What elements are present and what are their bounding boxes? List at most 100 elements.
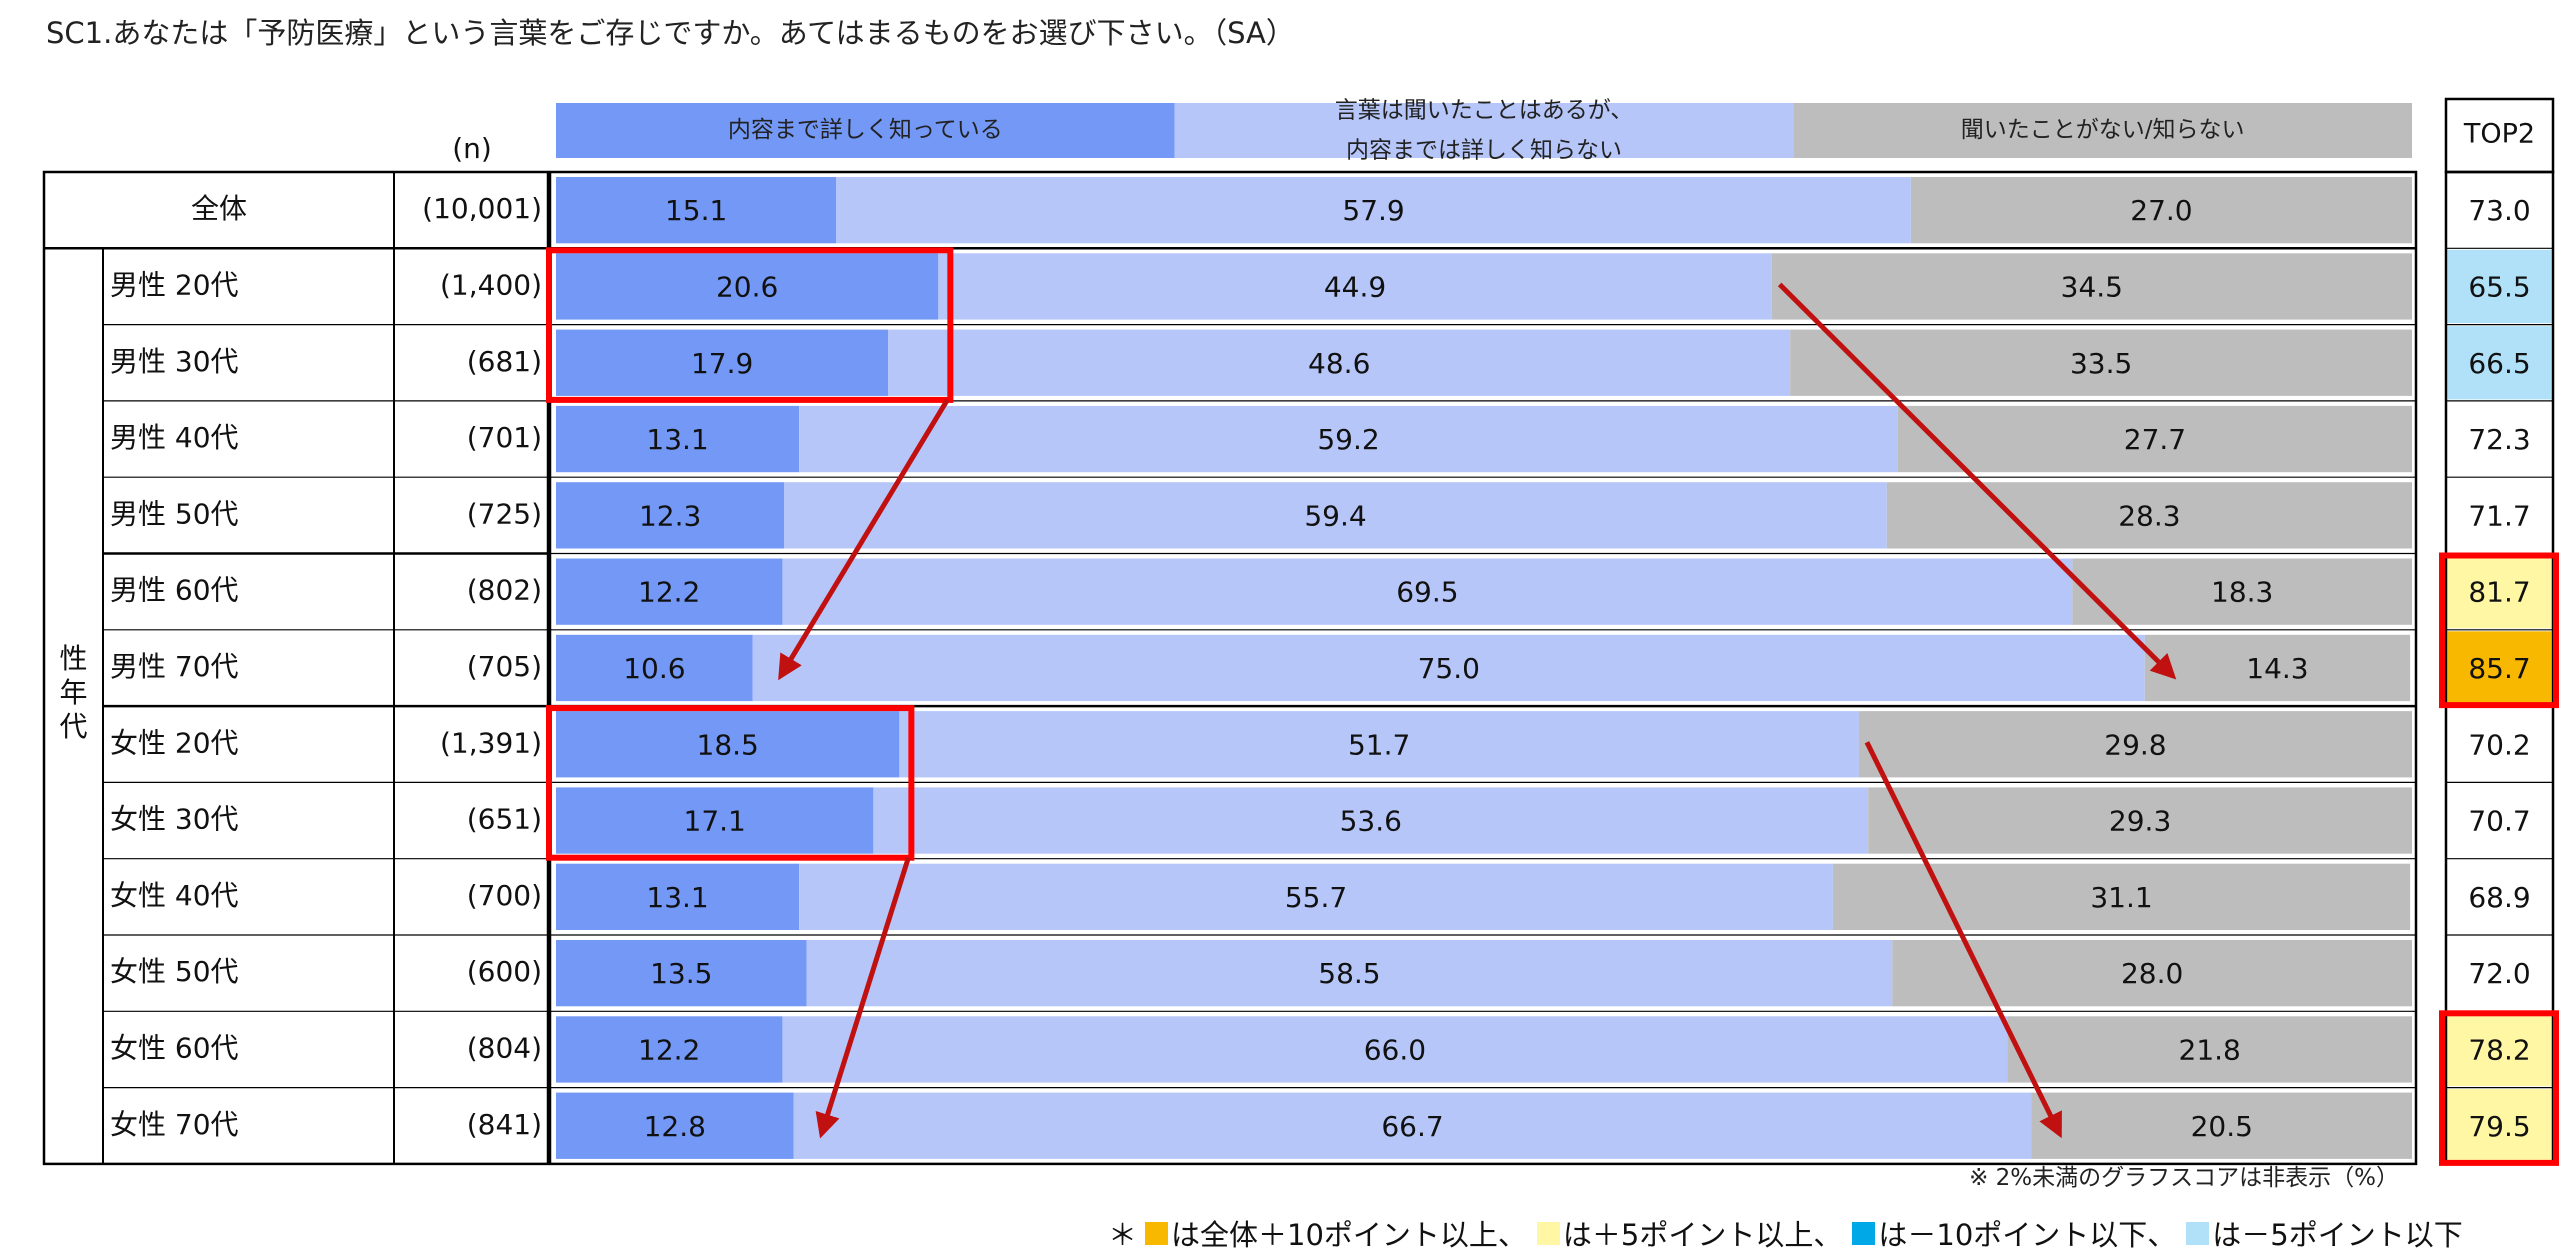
bar-value: 57.9 <box>1342 194 1404 227</box>
top2-value: 78.2 <box>2468 1033 2530 1066</box>
category-label: 女性 60代 <box>110 1031 239 1064</box>
top2-value: 85.7 <box>2468 652 2530 685</box>
n-value: (651) <box>467 803 542 836</box>
plus5-legend-text: は＋5ポイント以上、 <box>1562 1218 1843 1252</box>
top2-value: 79.5 <box>2468 1110 2530 1143</box>
bar-segment <box>2144 634 2411 702</box>
bar-value: 33.5 <box>2070 347 2132 380</box>
bar-segment <box>799 863 1833 930</box>
legend-label-1: 内容まで詳しく知っている <box>728 117 1003 143</box>
n-value: (10,001) <box>422 192 542 225</box>
top2-value: 65.5 <box>2468 270 2530 303</box>
bar-value: 75.0 <box>1418 652 1480 685</box>
bar-value: 44.9 <box>1324 270 1386 303</box>
category-label: 男性 60代 <box>110 574 239 607</box>
top2-value: 72.3 <box>2468 423 2530 456</box>
bar-segment <box>1910 177 2412 244</box>
bar-segment <box>1886 482 2412 549</box>
bar-value: 66.0 <box>1364 1033 1426 1066</box>
highlight-box <box>546 247 954 403</box>
top2-value: 73.0 <box>2468 194 2530 227</box>
category-label: 女性 20代 <box>110 726 239 759</box>
bar-value: 10.6 <box>623 652 685 685</box>
bar-segment <box>556 940 807 1007</box>
n-value: (804) <box>467 1031 542 1064</box>
bar-segment <box>836 177 1911 244</box>
group-label: 代 <box>59 710 87 743</box>
bar-segment <box>556 482 785 549</box>
category-label: 男性 40代 <box>110 421 239 454</box>
legend-swatch-3 <box>1793 103 2412 158</box>
legend-label-3: 聞いたことがない/知らない <box>1961 117 2245 143</box>
top2-highlight <box>2447 249 2552 324</box>
bar-segment <box>806 940 1893 1007</box>
top2-value: 81.7 <box>2468 576 2530 609</box>
bar-value: 17.9 <box>691 347 753 380</box>
bar-value: 59.2 <box>1317 423 1379 456</box>
bar-segment <box>556 634 753 702</box>
category-label: 男性 20代 <box>110 268 239 301</box>
bar-segment <box>556 329 889 396</box>
n-value: (700) <box>467 879 542 912</box>
bar-value: 15.1 <box>665 194 727 227</box>
trend-arrow <box>1864 741 2062 1139</box>
bar-value: 31.1 <box>2090 881 2152 914</box>
bar-segment <box>556 177 837 244</box>
category-label: 女性 70代 <box>110 1108 239 1141</box>
category-label: 全体 <box>191 192 247 225</box>
bar-value: 55.7 <box>1285 881 1347 914</box>
trend-arrow <box>778 398 950 681</box>
highlight-box <box>2439 552 2559 709</box>
bar-value: 14.3 <box>2246 652 2308 685</box>
minus10-legend-text: は－10ポイント以下、 <box>1878 1218 2177 1252</box>
top2-value: 70.7 <box>2468 805 2530 838</box>
minus5-legend-text: は－5ポイント以下 <box>2212 1218 2463 1252</box>
bar-value: 27.7 <box>2124 423 2186 456</box>
bar-value: 12.3 <box>639 499 701 532</box>
category-label: 女性 40代 <box>110 879 239 912</box>
legend-label-2: 言葉は聞いたことはあるが、 <box>1335 98 1634 124</box>
highlight-box <box>2439 1010 2559 1166</box>
legend-swatch-2 <box>1174 103 1794 158</box>
bar-segment <box>752 634 2145 702</box>
bar-value: 13.1 <box>646 881 708 914</box>
bar-segment <box>1790 329 2412 396</box>
bar-value: 27.0 <box>2130 194 2192 227</box>
n-value: (600) <box>467 955 542 988</box>
bar-segment <box>556 863 800 930</box>
category-label: 男性 50代 <box>110 497 239 530</box>
category-label: 男性 30代 <box>110 345 239 378</box>
bar-value: 13.1 <box>646 423 708 456</box>
legend-swatch-1 <box>556 103 1175 158</box>
bar-value: 17.1 <box>684 805 746 838</box>
top2-value: 70.2 <box>2468 728 2530 761</box>
top2-value: 72.0 <box>2468 957 2530 990</box>
legend-label-2: 内容までは詳しく知らない <box>1346 138 1622 164</box>
top2-header: TOP2 <box>2463 119 2535 150</box>
bar-segment <box>793 1092 2032 1159</box>
trend-arrow <box>1777 282 2177 680</box>
bar-segment <box>556 1016 783 1083</box>
trend-arrow <box>815 856 911 1139</box>
category-label: 女性 50代 <box>110 955 239 988</box>
bar-segment <box>1897 405 2412 473</box>
bar-value: 18.5 <box>697 728 759 761</box>
bar-value: 20.5 <box>2191 1110 2253 1143</box>
bar-segment <box>2031 1092 2412 1159</box>
n-value: (701) <box>467 421 542 454</box>
bar-segment <box>873 787 1869 854</box>
bar-value: 34.5 <box>2061 270 2123 303</box>
bar-segment <box>556 1092 794 1159</box>
question-title: SC1.あなたは「予防医療」という言葉をご存じですか。あてはまるものをお選び下さ… <box>46 16 1295 50</box>
group-label: 年 <box>59 676 87 709</box>
bar-value: 28.3 <box>2118 499 2180 532</box>
bar-value: 53.6 <box>1340 805 1402 838</box>
n-value: (725) <box>467 497 542 530</box>
top2-value: 66.5 <box>2468 347 2530 380</box>
bar-value: 69.5 <box>1396 576 1458 609</box>
highlight-legend: ＊ は全体＋10ポイント以上、 は＋5ポイント以上、 は－10ポイント以下、 は… <box>1108 1212 2463 1254</box>
top2-value: 71.7 <box>2468 499 2530 532</box>
table-frame <box>42 170 550 1166</box>
bar-segment <box>556 711 900 778</box>
bar-value: 29.8 <box>2104 728 2166 761</box>
